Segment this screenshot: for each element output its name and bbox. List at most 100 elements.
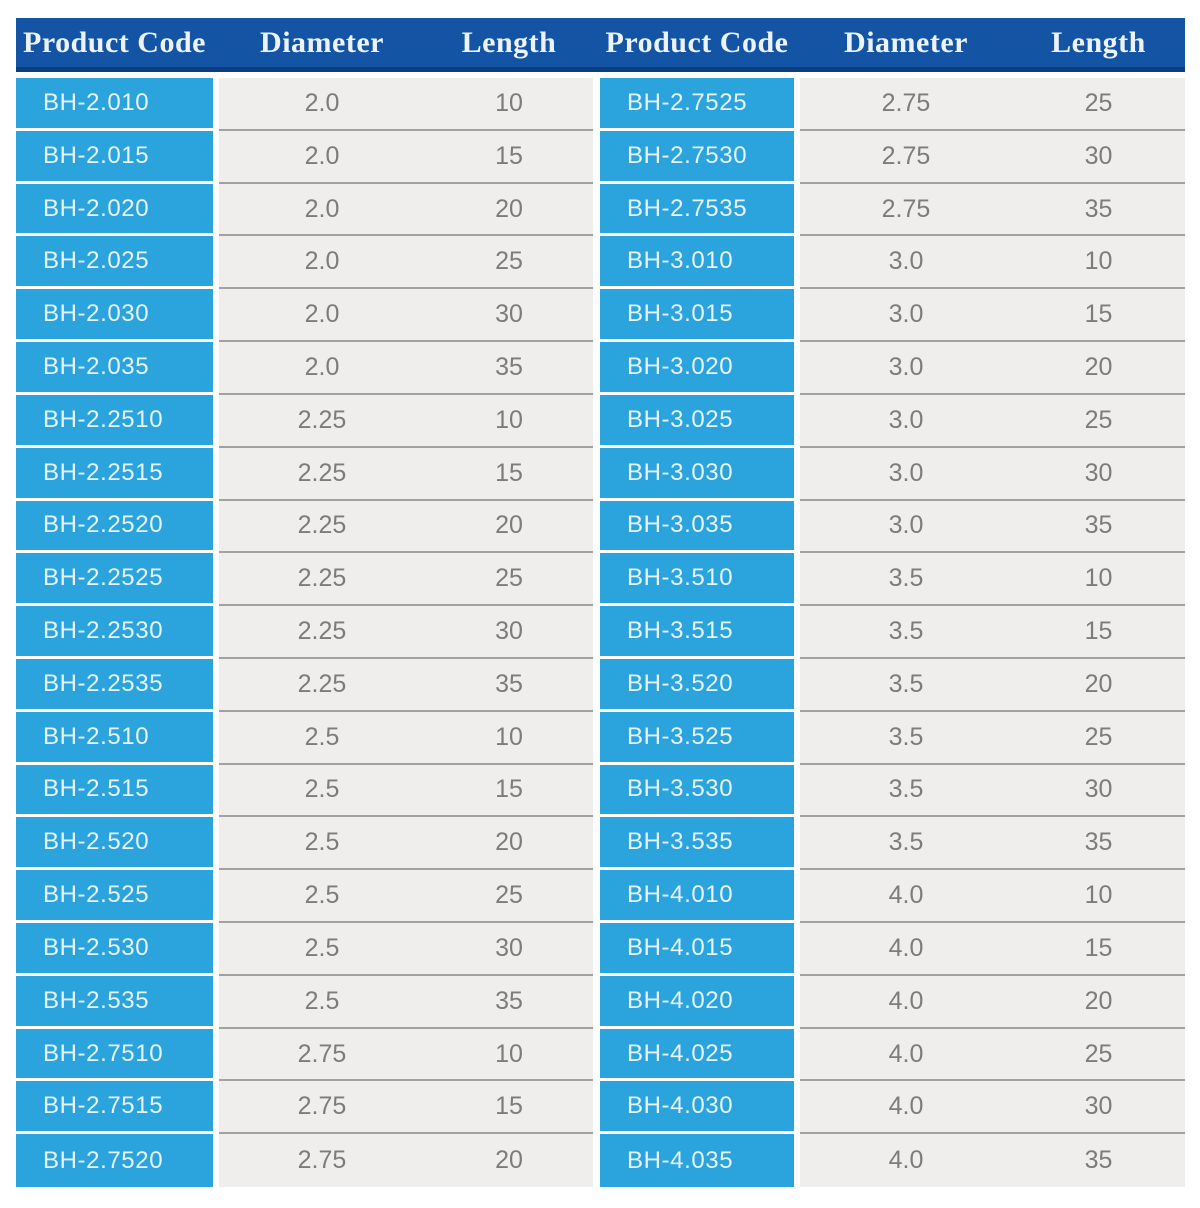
table-row: BH-2.020 2.0 20 BH-2.7535 2.75 35 bbox=[16, 183, 1185, 237]
product-code-cell: BH-2.7510 bbox=[16, 1028, 213, 1082]
diameter-cell: 3.5 bbox=[800, 658, 1012, 712]
table-row: BH-2.2520 2.25 20 BH-3.035 3.0 35 bbox=[16, 500, 1185, 554]
diameter-cell: 2.25 bbox=[219, 500, 425, 554]
diameter-cell: 3.0 bbox=[800, 289, 1012, 343]
diameter-cell: 2.75 bbox=[800, 78, 1012, 131]
diameter-cell: 2.75 bbox=[219, 1028, 425, 1082]
table-body: BH-2.010 2.0 10 BH-2.7525 2.75 25 BH-2.0… bbox=[16, 78, 1185, 1188]
length-cell: 20 bbox=[1012, 975, 1185, 1029]
product-code-cell: BH-2.7515 bbox=[16, 1081, 213, 1135]
diameter-cell: 2.25 bbox=[219, 447, 425, 501]
diameter-cell: 2.75 bbox=[219, 1134, 425, 1188]
header-gap bbox=[593, 18, 600, 67]
product-code-cell: BH-2.2515 bbox=[16, 447, 213, 501]
product-code-cell: BH-2.510 bbox=[16, 711, 213, 765]
length-cell: 15 bbox=[425, 130, 593, 184]
table-gap bbox=[593, 976, 600, 1029]
length-cell: 30 bbox=[425, 923, 593, 976]
table-gap bbox=[593, 817, 600, 870]
table-row: BH-2.2525 2.25 25 BH-3.510 3.5 10 bbox=[16, 553, 1185, 607]
length-cell: 30 bbox=[425, 289, 593, 343]
product-code-cell: BH-2.2525 bbox=[16, 553, 213, 607]
product-code-cell: BH-2.525 bbox=[16, 870, 213, 923]
table-gap bbox=[593, 553, 600, 606]
diameter-cell: 3.5 bbox=[800, 817, 1012, 871]
diameter-cell: 4.0 bbox=[800, 1081, 1012, 1135]
length-cell: 15 bbox=[425, 447, 593, 501]
diameter-cell: 2.25 bbox=[219, 394, 425, 448]
product-code-cell: BH-4.020 bbox=[600, 975, 794, 1029]
diameter-cell: 2.25 bbox=[219, 553, 425, 607]
diameter-cell: 2.25 bbox=[219, 658, 425, 712]
table-gap bbox=[593, 289, 600, 342]
table-header: Product Code Diameter Length Product Cod… bbox=[16, 18, 1185, 72]
length-cell: 15 bbox=[1012, 606, 1185, 659]
table-gap bbox=[593, 342, 600, 395]
length-cell: 30 bbox=[1012, 1081, 1185, 1135]
table-row: BH-2.530 2.5 30 BH-4.015 4.0 15 bbox=[16, 923, 1185, 976]
length-cell: 30 bbox=[1012, 447, 1185, 501]
table-row: BH-2.7520 2.75 20 BH-4.035 4.0 35 bbox=[16, 1134, 1185, 1188]
table-row: BH-2.010 2.0 10 BH-2.7525 2.75 25 bbox=[16, 78, 1185, 131]
diameter-cell: 3.5 bbox=[800, 553, 1012, 607]
product-code-cell: BH-2.025 bbox=[16, 236, 213, 290]
product-code-cell: BH-2.015 bbox=[16, 130, 213, 184]
product-code-cell: BH-4.010 bbox=[600, 870, 794, 923]
table-gap bbox=[593, 1081, 600, 1134]
table-gap bbox=[593, 1134, 600, 1187]
length-cell: 25 bbox=[425, 236, 593, 290]
product-code-cell: BH-3.535 bbox=[600, 817, 794, 871]
product-code-cell: BH-3.525 bbox=[600, 711, 794, 765]
header-product-code-left: Product Code bbox=[23, 25, 206, 59]
product-code-cell: BH-2.520 bbox=[16, 817, 213, 871]
product-code-cell: BH-2.7530 bbox=[600, 130, 794, 184]
length-cell: 30 bbox=[1012, 764, 1185, 818]
product-code-cell: BH-2.7520 bbox=[16, 1134, 213, 1188]
diameter-cell: 2.75 bbox=[800, 130, 1012, 184]
diameter-cell: 2.0 bbox=[219, 289, 425, 343]
length-cell: 25 bbox=[1012, 1028, 1185, 1082]
length-cell: 20 bbox=[425, 1134, 593, 1188]
diameter-cell: 2.75 bbox=[800, 183, 1012, 237]
length-cell: 10 bbox=[425, 78, 593, 131]
table-row: BH-2.035 2.0 35 BH-3.020 3.0 20 bbox=[16, 342, 1185, 395]
header-length-right: Length bbox=[1051, 25, 1146, 59]
table-gap bbox=[593, 1029, 600, 1082]
product-code-cell: BH-3.030 bbox=[600, 447, 794, 501]
length-cell: 35 bbox=[1012, 1134, 1185, 1188]
length-cell: 25 bbox=[1012, 711, 1185, 765]
table-row: BH-2.030 2.0 30 BH-3.015 3.0 15 bbox=[16, 289, 1185, 343]
table-gap bbox=[593, 765, 600, 818]
product-code-cell: BH-2.530 bbox=[16, 923, 213, 976]
length-cell: 30 bbox=[425, 606, 593, 659]
length-cell: 35 bbox=[425, 342, 593, 395]
product-code-cell: BH-3.520 bbox=[600, 658, 794, 712]
length-cell: 15 bbox=[1012, 289, 1185, 343]
diameter-cell: 2.0 bbox=[219, 130, 425, 184]
table-row: BH-2.7515 2.75 15 BH-4.030 4.0 30 bbox=[16, 1081, 1185, 1135]
length-cell: 35 bbox=[1012, 500, 1185, 554]
diameter-cell: 2.5 bbox=[219, 764, 425, 818]
diameter-cell: 3.0 bbox=[800, 500, 1012, 554]
product-code-cell: BH-2.2535 bbox=[16, 658, 213, 712]
length-cell: 15 bbox=[1012, 923, 1185, 976]
length-cell: 35 bbox=[425, 658, 593, 712]
product-code-cell: BH-4.035 bbox=[600, 1134, 794, 1188]
table-gap bbox=[593, 501, 600, 554]
header-diameter-right: Diameter bbox=[844, 25, 968, 59]
table-row: BH-2.515 2.5 15 BH-3.530 3.5 30 bbox=[16, 764, 1185, 818]
product-spec-table: Product Code Diameter Length Product Cod… bbox=[16, 18, 1185, 1188]
length-cell: 20 bbox=[1012, 658, 1185, 712]
diameter-cell: 3.5 bbox=[800, 764, 1012, 818]
product-code-cell: BH-4.030 bbox=[600, 1081, 794, 1135]
length-cell: 35 bbox=[425, 975, 593, 1029]
header-product-code-right: Product Code bbox=[605, 25, 789, 59]
length-cell: 25 bbox=[425, 870, 593, 923]
diameter-cell: 3.0 bbox=[800, 236, 1012, 290]
diameter-cell: 4.0 bbox=[800, 870, 1012, 923]
table-gap bbox=[593, 659, 600, 712]
table-gap bbox=[593, 184, 600, 237]
table-row: BH-2.2530 2.25 30 BH-3.515 3.5 15 bbox=[16, 606, 1185, 659]
length-cell: 10 bbox=[1012, 236, 1185, 290]
